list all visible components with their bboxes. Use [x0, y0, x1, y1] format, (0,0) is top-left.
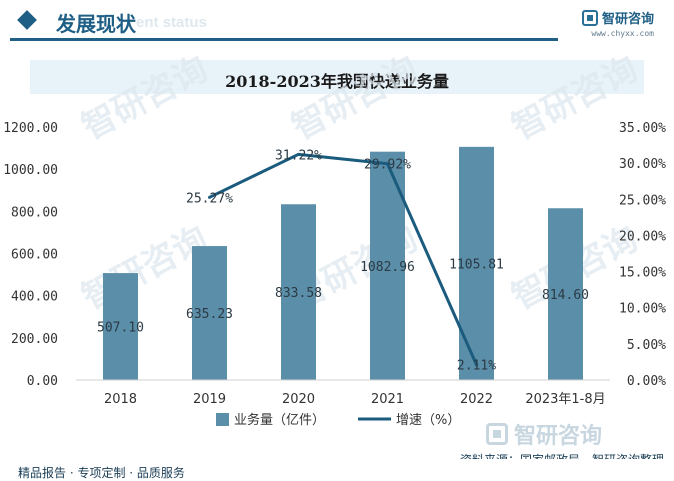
- bar: [103, 273, 138, 380]
- line-labels: 25.27% 31.22% 29.92% 2.11%: [186, 148, 496, 373]
- header: ent status 发展现状 智研咨询 www.chyxx.com: [0, 0, 674, 44]
- right-tick-label: 30.00%: [619, 157, 666, 172]
- footer-slogan: 精品报告 · 专项定制 · 品质服务: [18, 466, 185, 480]
- footer-watermark-text: 智研咨询: [514, 424, 603, 449]
- brand-url: www.chyxx.com: [591, 29, 654, 38]
- section-title: 发展现状: [56, 12, 136, 36]
- bar-value-label: 507.10: [97, 321, 144, 336]
- right-tick-label: 5.00%: [627, 338, 666, 353]
- bar-value-label: 814.60: [542, 288, 589, 303]
- chart-title-bar: 2018-2023年我国快递业务量: [30, 60, 644, 94]
- right-tick-label: 10.00%: [619, 302, 666, 317]
- watermark-text: 智研咨询: [75, 49, 214, 148]
- brand: 智研咨询 www.chyxx.com: [581, 8, 654, 38]
- x-tick-label: 2020: [282, 392, 315, 407]
- left-axis: 0.00 200.00 400.00 600.00 800.00 1000.00 1200.…: [3, 121, 58, 389]
- growth-point: [475, 363, 478, 367]
- x-tick-label: 2021: [371, 392, 404, 407]
- x-tick-label: 2022: [460, 392, 493, 407]
- bar-value-label: 635.23: [186, 307, 233, 322]
- legend-bar-swatch: [216, 413, 229, 426]
- section-watermark: ent status: [136, 14, 207, 31]
- left-tick-label: 400.00: [11, 290, 58, 305]
- watermark-logo-icon: [486, 423, 508, 445]
- growth-value-label: 2.11%: [457, 359, 496, 374]
- growth-value-label: 31.22%: [275, 148, 322, 163]
- chart-title: 2018-2023年我国快递业务量: [225, 72, 449, 91]
- growth-point: [386, 162, 389, 166]
- brand-name: 智研咨询: [601, 12, 654, 27]
- right-tick-label: 35.00%: [619, 121, 666, 136]
- right-axis: 0.00% 5.00% 10.00% 15.00% 20.00% 25.00% 30.00%…: [619, 121, 666, 389]
- bar-series: [103, 146, 583, 380]
- left-tick-label: 600.00: [11, 248, 58, 263]
- bar: [548, 208, 583, 380]
- left-tick-label: 1200.00: [3, 121, 58, 136]
- watermark-text: 智研咨询: [285, 49, 424, 148]
- line-series: [208, 152, 478, 367]
- left-tick-label: 800.00: [11, 205, 58, 220]
- bar-value-label: 833.58: [275, 286, 322, 301]
- growth-point: [297, 152, 300, 156]
- footer-watermark: 智研咨询: [486, 418, 602, 450]
- bar-value-label: 1105.81: [449, 257, 504, 272]
- legend-line-label: 增速（%）: [396, 413, 460, 428]
- x-tick-label: 2018: [104, 392, 137, 407]
- right-tick-label: 15.00%: [619, 266, 666, 281]
- legend-bar-label: 业务量（亿件）: [234, 412, 325, 428]
- x-tick-label: 2019: [193, 392, 226, 407]
- right-tick-label: 20.00%: [619, 229, 666, 244]
- x-axis: 2018 2019 2020 2021 2022 2023年1-8月: [76, 379, 610, 407]
- brand-logo-icon: [581, 9, 598, 26]
- footer-bar: 精品报告 · 专项定制 · 品质服务: [0, 459, 674, 480]
- right-tick-label: 0.00%: [627, 374, 666, 389]
- growth-line: [208, 152, 478, 366]
- x-tick-label: 2023年1-8月: [525, 392, 605, 407]
- left-tick-label: 0.00: [27, 374, 58, 389]
- bar-value-label: 1082.96: [360, 260, 415, 275]
- right-tick-label: 25.00%: [619, 193, 666, 208]
- growth-value-label: 25.27%: [186, 191, 233, 206]
- left-tick-label: 1000.00: [3, 163, 58, 178]
- legend: 业务量（亿件） 增速（%）: [216, 412, 460, 428]
- growth-value-label: 29.92%: [364, 158, 411, 173]
- bar-labels: 507.10 635.23 833.58 1082.96 1105.81 814.60: [97, 257, 589, 335]
- bar: [192, 246, 227, 380]
- left-tick-label: 200.00: [11, 332, 58, 347]
- header-divider: [10, 38, 558, 41]
- bar: [281, 204, 316, 380]
- growth-point: [208, 195, 211, 199]
